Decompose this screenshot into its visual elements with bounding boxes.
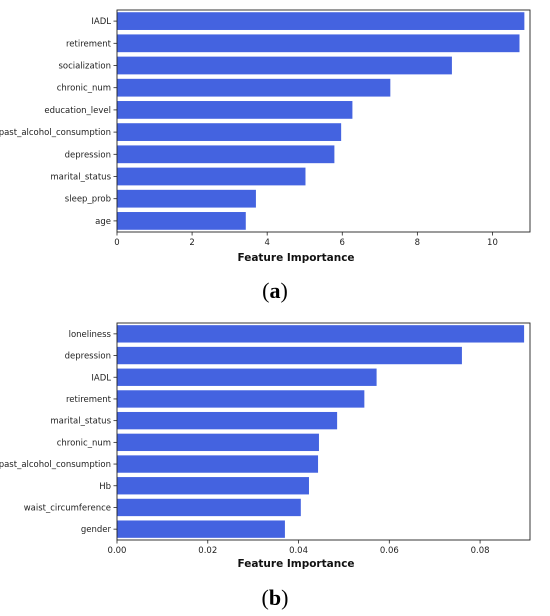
chart-b-xlabel: Feature Importance: [237, 558, 354, 570]
chart-a-xtick-label: 4: [264, 238, 269, 248]
chart-a-bar: [117, 145, 335, 164]
chart-b-category-label: gender: [81, 525, 112, 535]
feature-importance-chart-b: loneliness depression IADL retirement marita…: [0, 308, 550, 616]
chart-b-bar: [117, 520, 285, 538]
chart-b-category-label: waist_circumference: [24, 503, 111, 513]
chart-a-category-label: past_alcohol_consumption: [0, 128, 111, 138]
chart-a-svg: IADL retirement socialization chronic_numed…: [0, 9, 531, 303]
chart-b-bar: [117, 411, 338, 430]
chart-a-category-label: education_level: [44, 106, 111, 116]
chart-b-xtick-label: 0.08: [471, 546, 490, 556]
chart-b-bar: [117, 477, 309, 495]
chart-b-xtick-label: 0.02: [198, 546, 217, 556]
chart-a-bar: [117, 167, 306, 186]
chart-b-xtick-label: 0.04: [289, 546, 308, 556]
chart-b-category-label: Hb: [99, 482, 111, 492]
chart-b-category-label: retirement: [66, 395, 112, 405]
chart-a-category-label: sleep_prob: [65, 195, 111, 205]
chart-a-bar: [117, 12, 525, 30]
chart-a-xtick-label: 6: [340, 238, 345, 248]
chart-a-category-label: marital_status: [50, 173, 111, 183]
chart-b-caption-letter: b: [269, 585, 281, 610]
chart-b-bar: [117, 368, 377, 386]
chart-b-plot-frame: [116, 322, 531, 541]
chart-b-xtick-label: 0.06: [380, 546, 399, 556]
chart-a-bar: [117, 189, 256, 208]
chart-a-category-label: retirement: [66, 39, 112, 49]
chart-a-xtick-label: 10: [487, 238, 498, 248]
chart-b-xtick-label: 0.00: [108, 546, 127, 556]
chart-a-plot-frame: [116, 9, 531, 233]
chart-b-bar: [117, 390, 365, 408]
chart-a-category-label: depression: [65, 150, 111, 160]
chart-b-caption: (b): [262, 585, 289, 610]
chart-a-caption: (a): [262, 278, 288, 303]
chart-a-bar: [117, 212, 246, 230]
chart-a-category-label: chronic_num: [57, 84, 111, 94]
chart-b-category-label: chronic_num: [57, 438, 111, 448]
chart-a-xtick-label: 8: [415, 238, 420, 248]
chart-b-bar: [117, 346, 462, 365]
chart-a-category-label: IADL: [91, 17, 111, 27]
chart-a-category-label: age: [95, 217, 111, 227]
chart-b-category-label: past_alcohol_consumption: [0, 460, 111, 470]
chart-a-xtick-label: 0: [114, 238, 119, 248]
chart-b-category-label: depression: [65, 352, 111, 362]
chart-a-bar: [117, 34, 520, 53]
chart-b-bar: [117, 455, 319, 473]
chart-a-bar: [117, 123, 342, 141]
chart-b-bar: [117, 498, 301, 517]
chart-b-category-label: loneliness: [69, 330, 112, 340]
chart-a-xtick-label: 2: [189, 238, 194, 248]
chart-b-bar: [117, 433, 319, 452]
chart-b-bar: [117, 325, 525, 343]
chart-b-svg: loneliness depression IADL retirement marita…: [0, 322, 531, 610]
chart-a-category-label: socialization: [58, 62, 111, 72]
chart-b-category-label: marital_status: [50, 417, 111, 427]
chart-a-bar: [117, 56, 452, 75]
chart-a-xlabel: Feature Importance: [237, 252, 354, 264]
chart-b-category-label: IADL: [91, 373, 111, 383]
chart-a-bar: [117, 101, 353, 119]
chart-a-bar: [117, 78, 391, 97]
chart-a-caption-letter: a: [270, 278, 281, 303]
